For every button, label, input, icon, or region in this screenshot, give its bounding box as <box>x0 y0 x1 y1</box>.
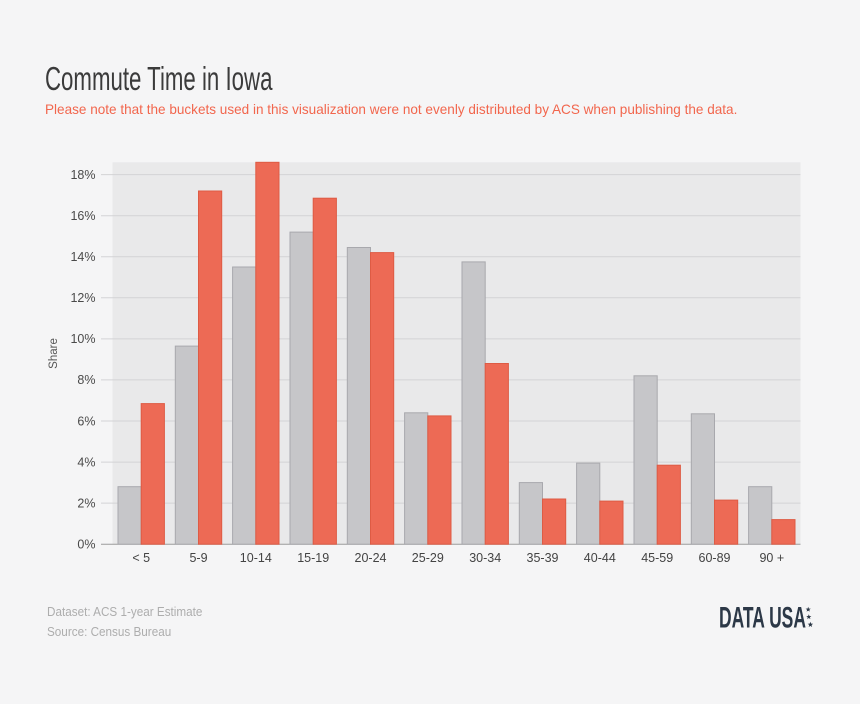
svg-text:0%: 0% <box>77 538 95 552</box>
svg-text:5-9: 5-9 <box>189 551 207 565</box>
svg-text:2%: 2% <box>77 496 95 510</box>
svg-text:12%: 12% <box>70 291 95 305</box>
svg-text:35-39: 35-39 <box>527 551 559 565</box>
svg-text:20-24: 20-24 <box>355 551 387 565</box>
svg-text:90 +: 90 + <box>759 551 784 565</box>
svg-text:45-59: 45-59 <box>641 551 673 565</box>
svg-text:< 5: < 5 <box>132 551 150 565</box>
svg-text:18%: 18% <box>70 168 95 182</box>
svg-text:14%: 14% <box>70 250 95 264</box>
svg-text:16%: 16% <box>70 209 95 223</box>
svg-text:25-29: 25-29 <box>412 551 444 565</box>
svg-text:4%: 4% <box>77 455 95 469</box>
svg-text:6%: 6% <box>77 414 95 428</box>
svg-text:10-14: 10-14 <box>240 551 272 565</box>
svg-text:30-34: 30-34 <box>469 551 501 565</box>
svg-text:40-44: 40-44 <box>584 551 616 565</box>
svg-text:15-19: 15-19 <box>297 551 329 565</box>
svg-text:60-89: 60-89 <box>699 551 731 565</box>
svg-text:DATA USA: DATA USA <box>719 602 806 635</box>
svg-text:8%: 8% <box>77 373 95 387</box>
svg-text:Share: Share <box>48 338 60 369</box>
svg-text:10%: 10% <box>70 332 95 346</box>
